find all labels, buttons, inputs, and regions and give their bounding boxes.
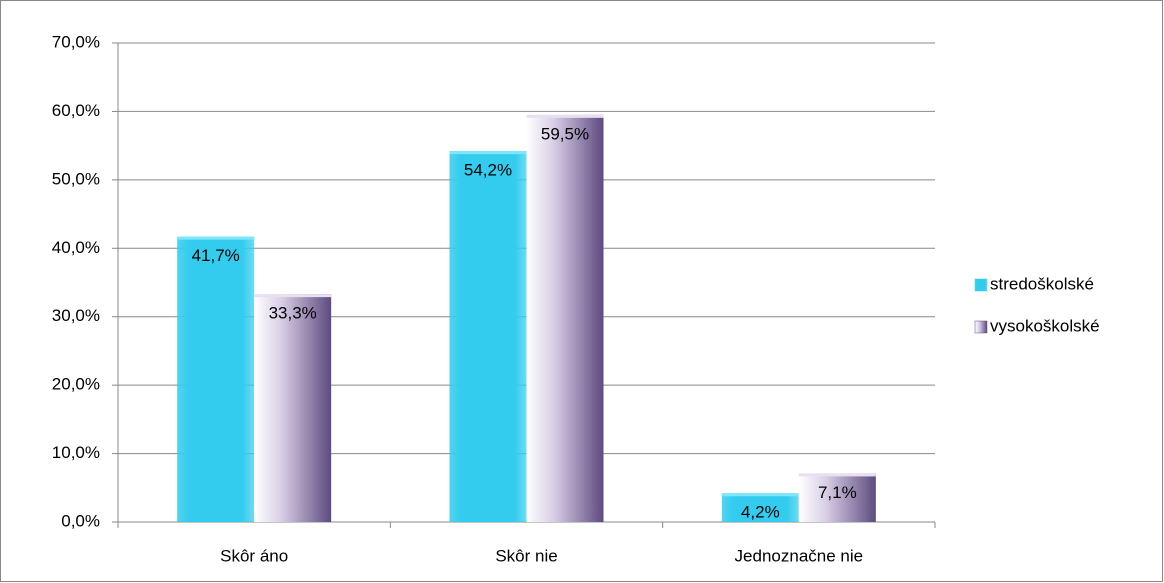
data-label: 7,1% [818,483,857,502]
bar-top [721,493,799,497]
legend-label: stredoškolské [990,274,1094,293]
bar-top [177,236,255,240]
data-label: 41,7% [192,246,240,265]
y-tick-label: 70,0% [52,32,100,51]
bar [254,294,332,522]
x-tick-label: Skôr nie [495,546,557,565]
data-label: 33,3% [269,304,317,323]
bar [449,151,527,523]
bar [721,493,799,522]
y-tick-label: 30,0% [52,306,100,325]
data-label: 4,2% [741,503,780,522]
legend-label: vysokoškolské [990,316,1100,335]
bar-top [449,151,527,155]
legend-swatch [974,320,988,334]
bar [177,236,255,522]
y-tick-label: 50,0% [52,169,100,188]
data-label: 54,2% [464,161,512,180]
y-tick-label: 0,0% [61,511,100,530]
y-tick-label: 40,0% [52,238,100,257]
bar-top [526,114,604,118]
bar [798,473,876,522]
data-label: 59,5% [541,124,589,143]
x-tick-label: Skôr áno [220,546,288,565]
y-tick-label: 10,0% [52,443,100,462]
x-tick-label: Jednoznačne nie [735,546,864,565]
bar-top [798,473,876,477]
y-tick-label: 60,0% [52,101,100,120]
bar-top [254,294,332,298]
bar [526,114,604,522]
y-tick-label: 20,0% [52,375,100,394]
legend-swatch [974,278,988,292]
